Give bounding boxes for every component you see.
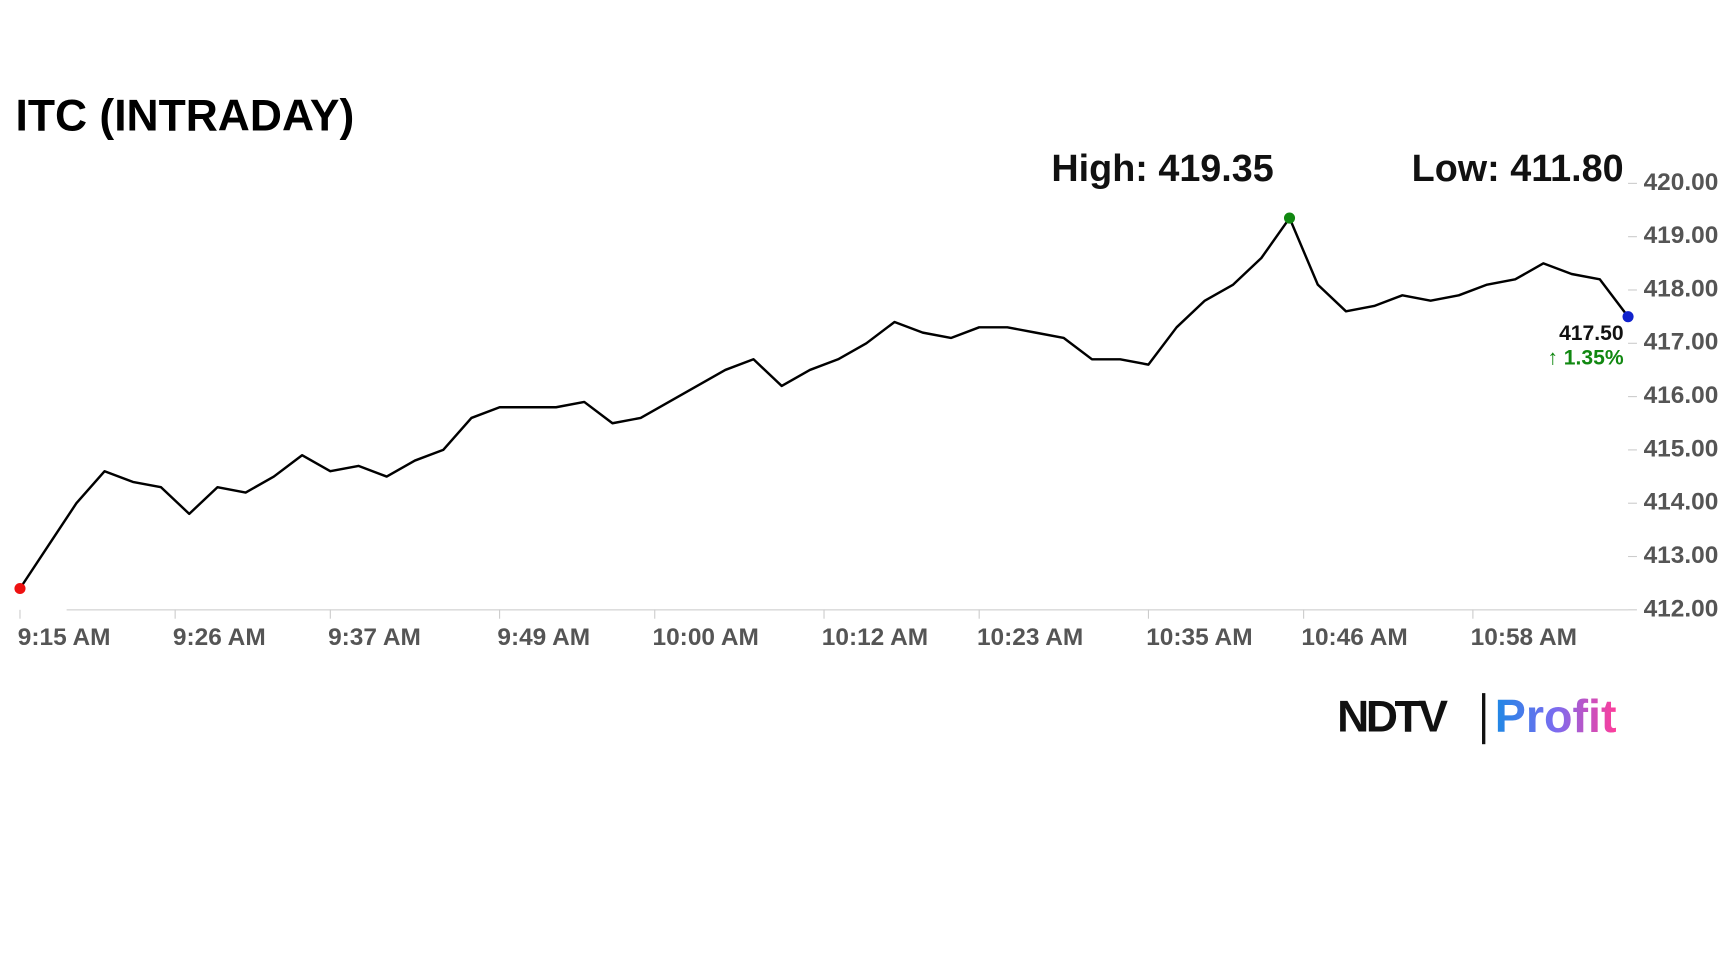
logo-product: Profit: [1495, 690, 1617, 742]
start-dot: [14, 582, 26, 595]
x-tick-label: 9:15 AM: [18, 624, 111, 651]
price-line: [18, 216, 1630, 590]
y-tick-label: 416.00: [1644, 382, 1719, 409]
low-label: Low: 411.80: [1412, 147, 1624, 189]
x-tick-label: 10:23 AM: [977, 624, 1083, 651]
x-tick-label: 10:12 AM: [822, 624, 928, 651]
high-label: High: 419.35: [1051, 147, 1273, 189]
x-tick-label: 10:00 AM: [653, 624, 759, 651]
y-tick-label: 418.00: [1644, 275, 1719, 302]
change-label: ↑ 1.35%: [1547, 346, 1623, 369]
y-tick-label: 420.00: [1644, 169, 1719, 196]
chart-title: ITC (INTRADAY): [16, 92, 355, 141]
y-tick-label: 419.00: [1644, 222, 1719, 249]
y-tick-label: 414.00: [1644, 489, 1719, 516]
last-price: 417.50: [1559, 322, 1624, 345]
y-tick-label: 417.00: [1644, 329, 1719, 356]
x-tick-label: 10:35 AM: [1146, 624, 1252, 651]
logo-brand: NDTV: [1337, 693, 1448, 742]
high-dot: [1283, 212, 1296, 224]
y-tick-label: 413.00: [1644, 542, 1719, 569]
x-tick-label: 9:37 AM: [328, 624, 421, 651]
x-tick-label: 10:46 AM: [1301, 624, 1407, 651]
end-dot: [1622, 311, 1634, 323]
x-tick-label: 10:58 AM: [1471, 624, 1577, 651]
x-tick-label: 9:49 AM: [497, 624, 590, 651]
y-tick-label: 415.00: [1644, 435, 1719, 462]
y-tick-label: 412.00: [1644, 595, 1719, 622]
x-tick-label: 9:26 AM: [173, 624, 266, 651]
